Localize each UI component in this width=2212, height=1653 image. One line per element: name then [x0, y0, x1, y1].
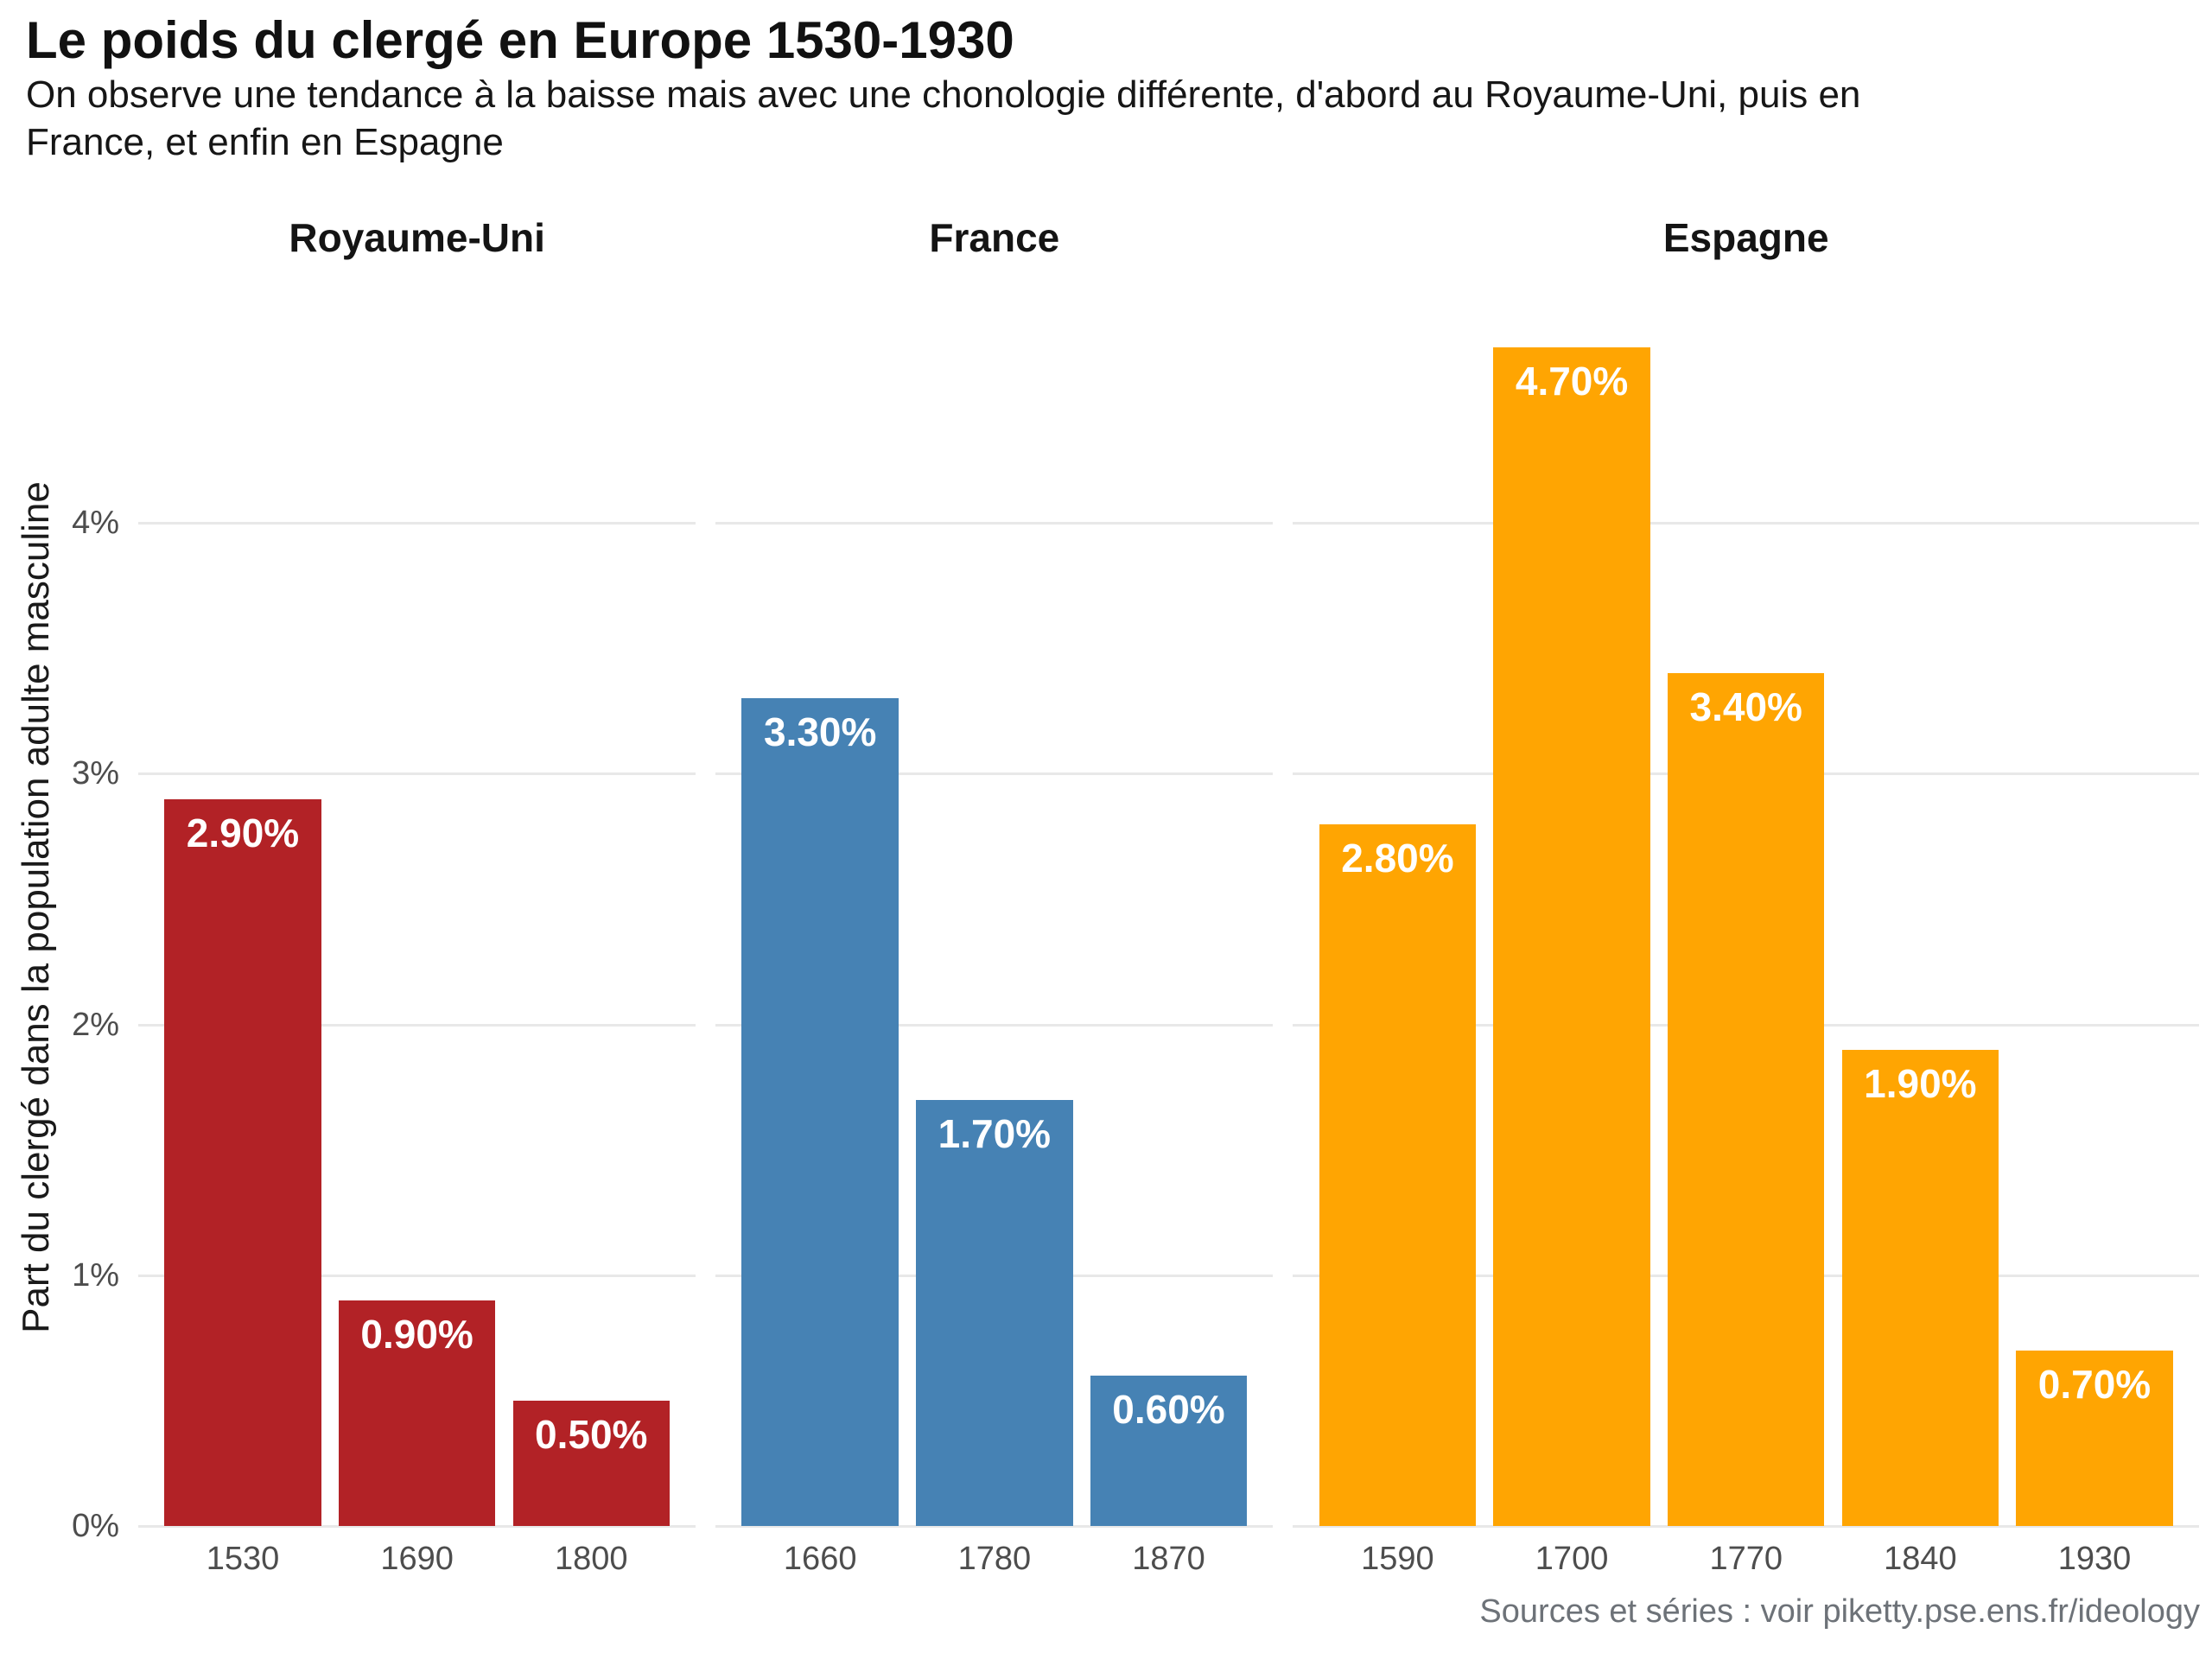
panel-title-royaume-uni: Royaume-Uni: [289, 215, 545, 260]
bar-france-1660: [741, 698, 899, 1526]
bar-royaume-uni-1530: [164, 798, 321, 1526]
x-tick-label: 1870: [1132, 1541, 1205, 1577]
gridline: [138, 772, 696, 776]
chart-title: Le poids du clergé en Europe 1530-1930: [26, 11, 1014, 69]
chart-subtitle-line-1: On observe une tendance à la baisse mais…: [26, 73, 1861, 116]
gridline: [715, 1525, 1274, 1528]
x-tick-label: 1690: [380, 1541, 454, 1577]
bar-espagne-1840: [1841, 1049, 1999, 1526]
panel-title-france: France: [929, 215, 1060, 260]
panel-title-espagne: Espagne: [1662, 215, 1829, 260]
bar-value-label: 0.50%: [535, 1411, 648, 1457]
gridline: [138, 1525, 696, 1528]
y-tick-label: 0%: [72, 1508, 119, 1544]
gridline: [715, 1023, 1274, 1027]
x-tick-label: 1660: [783, 1541, 857, 1577]
x-tick-label: 1770: [1709, 1541, 1783, 1577]
gridline: [715, 772, 1274, 776]
bar-value-label: 0.60%: [1112, 1386, 1225, 1432]
bar-value-label: 2.80%: [1341, 835, 1454, 881]
bar-royaume-uni-1800: [512, 1400, 670, 1526]
x-tick-label: 1530: [206, 1541, 280, 1577]
bar-value-label: 3.40%: [1689, 684, 1802, 730]
bar-france-1780: [916, 1099, 1073, 1526]
source-note: Sources et séries : voir piketty.pse.ens…: [1479, 1593, 2200, 1630]
y-axis-title: Part du clergé dans la population adulte…: [15, 481, 57, 1333]
bar-espagne-1590: [1319, 823, 1477, 1526]
bar-espagne-1770: [1667, 673, 1825, 1526]
gridline: [138, 522, 696, 525]
gridline: [138, 1274, 696, 1277]
bar-value-label: 4.70%: [1515, 359, 1629, 404]
bar-value-label: 3.30%: [763, 709, 877, 755]
bar-value-label: 1.70%: [938, 1110, 1052, 1156]
bar-value-label: 2.90%: [186, 810, 300, 855]
x-tick-label: 1930: [2057, 1541, 2132, 1577]
gridline: [1293, 1525, 2199, 1528]
x-tick-label: 1590: [1361, 1541, 1434, 1577]
y-tick-label: 3%: [72, 755, 119, 792]
bar-value-label: 0.90%: [360, 1311, 474, 1357]
gridline: [715, 522, 1274, 525]
x-tick-label: 1800: [554, 1541, 628, 1577]
x-tick-label: 1780: [957, 1541, 1032, 1577]
gridline: [138, 1023, 696, 1027]
panel-france: 3.30% 1660 1.70% 1780 0.60% 1870: [715, 289, 1274, 1576]
bar-espagne-1930: [2016, 1350, 2173, 1526]
bar-espagne-1700: [1493, 347, 1650, 1526]
y-tick-label: 1%: [72, 1256, 119, 1294]
x-tick-label: 1700: [1535, 1541, 1609, 1577]
panel-royaume-uni: 2.90% 1530 0.90% 1690 0.50% 1800: [138, 289, 696, 1576]
y-tick-label: 4%: [72, 505, 119, 542]
bar-value-label: 1.90%: [1864, 1060, 1977, 1106]
gridline: [1293, 522, 2199, 525]
y-tick-label: 2%: [72, 1006, 119, 1043]
bar-value-label: 0.70%: [2037, 1361, 2152, 1407]
chart-subtitle-line-2: France, et enfin en Espagne: [26, 121, 504, 163]
panel-espagne: 2.80% 1590 4.70% 1700 3.40% 1770 1.90% 1840 0.70…: [1293, 289, 2199, 1576]
bar-royaume-uni-1690: [338, 1300, 496, 1526]
chart-subtitle: On observe une tendance à la baisse mais…: [26, 71, 1860, 166]
bar-france-1870: [1090, 1375, 1248, 1526]
x-tick-label: 1840: [1884, 1541, 1957, 1577]
